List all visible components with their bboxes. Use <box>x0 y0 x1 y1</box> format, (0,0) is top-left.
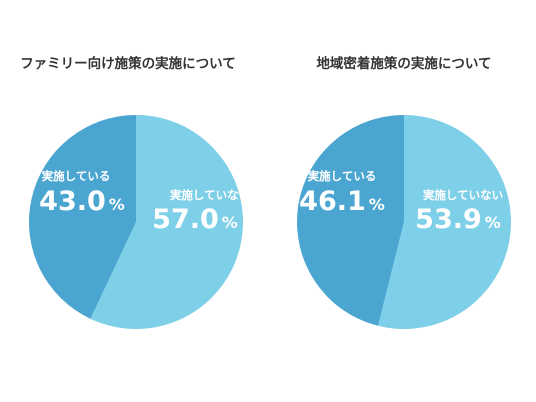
chart-2-value-implemented: 46.1% <box>299 186 385 217</box>
chart-1-slice-2 <box>28 115 137 319</box>
chart-2-value-implemented-number: 46.1 <box>299 186 366 217</box>
chart-2-slices <box>296 115 511 330</box>
chart-1-value-not-implemented-number: 57.0 <box>152 204 219 235</box>
chart-1-value-not-implemented-unit: % <box>222 213 238 232</box>
chart-2-value-not-implemented-number: 53.9 <box>415 204 482 235</box>
chart-1-slices <box>28 115 243 329</box>
chart-1-value-implemented-unit: % <box>109 195 125 214</box>
chart-2-value-not-implemented: 53.9% <box>415 204 501 235</box>
chart-2-title: 地域密着施策の実施について <box>316 55 491 72</box>
chart-1-title: ファミリー向け施策の実施について <box>20 55 236 72</box>
chart-2-label-implemented: 実施している <box>308 169 377 183</box>
chart-2-value-implemented-unit: % <box>369 195 385 214</box>
chart-2-slice-1 <box>378 115 511 330</box>
chart-1-value-implemented-number: 43.0 <box>39 186 106 217</box>
chart-2-label-not-implemented: 実施していない <box>423 188 503 202</box>
chart-1-label-not-implemented: 実施していない <box>170 188 250 202</box>
chart-1-value-not-implemented: 57.0% <box>152 204 238 235</box>
chart-1-value-implemented: 43.0% <box>39 186 125 217</box>
chart-1-label-implemented: 実施している <box>42 169 111 183</box>
chart-2-value-not-implemented-unit: % <box>485 213 501 232</box>
chart-1-slice-1 <box>90 115 243 329</box>
chart-2-slice-2 <box>296 115 404 326</box>
